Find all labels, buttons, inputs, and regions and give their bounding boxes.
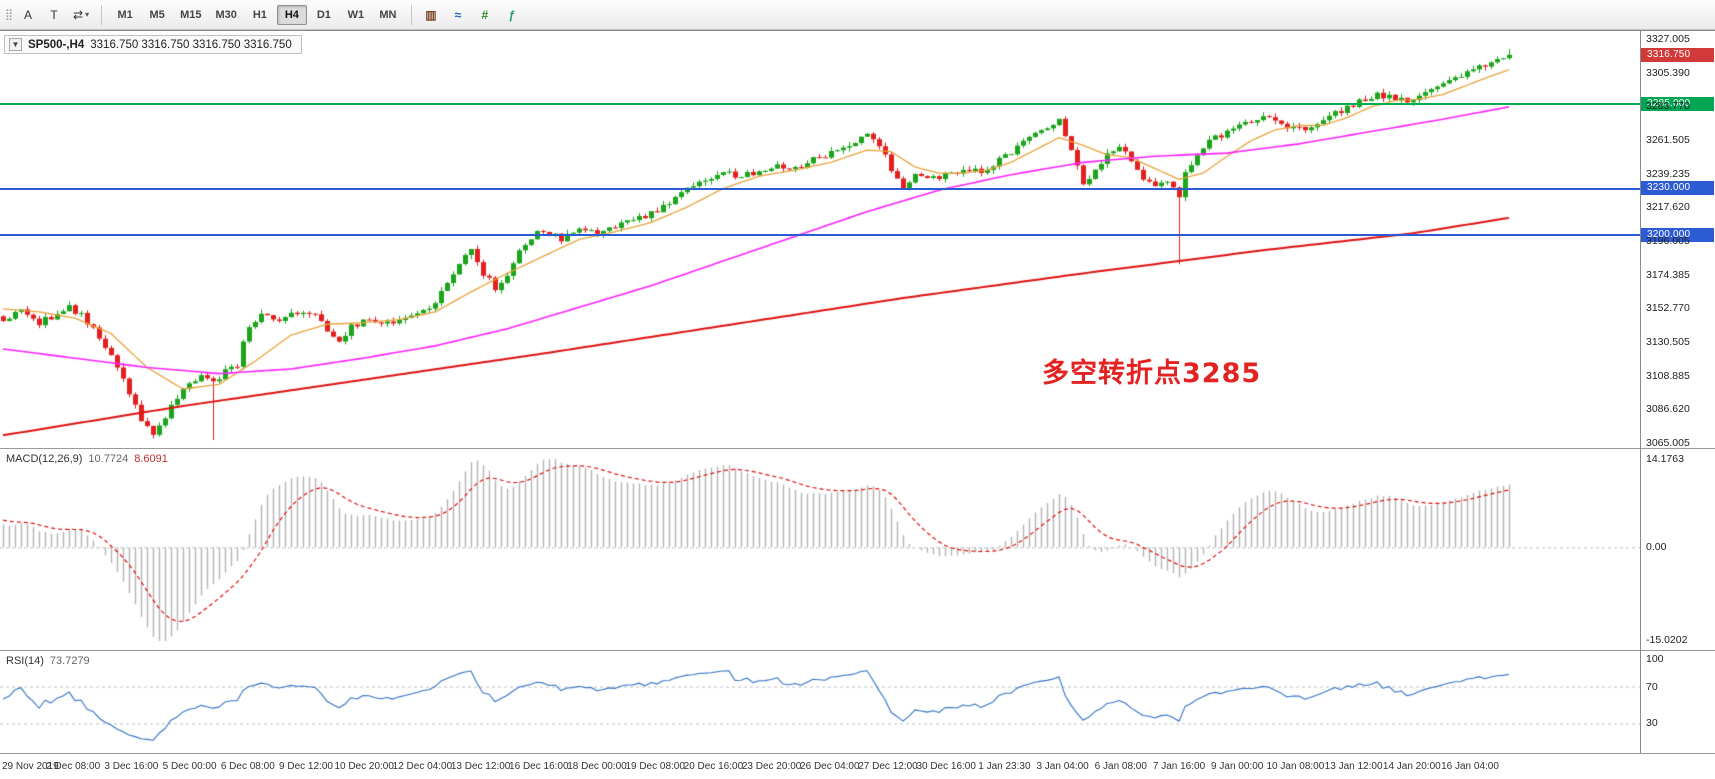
symbol-period-label: SP500-,H4 [28,38,85,51]
time-axis-label: 6 Dec 08:00 [220,761,275,772]
macd-value: 10.7724 [88,453,129,465]
chart-window: ▼ SP500-,H4 3316.750 3316.750 3316.750 3… [0,30,1715,779]
price-axis-label: 3217.620 [1646,201,1690,214]
price-chart-canvas[interactable] [0,31,1715,779]
macd-axis-bottom: -15.0202 [1646,634,1688,646]
price-axis-label: 3152.770 [1646,302,1690,315]
bar-chart-button[interactable]: ▥ [425,7,437,22]
panel-splitter-rsi[interactable] [0,650,1715,651]
timeframe-button-m1[interactable]: M1 [117,8,133,21]
timeframe-button-h4[interactable]: H4 [276,4,307,25]
time-axis-label: 10 Dec 20:00 [334,761,394,772]
one-click-trading-arrow[interactable]: ▼ [9,38,22,51]
price-tag-3200: 3200.000 [1641,228,1714,242]
time-axis-label: 23 Dec 20:00 [741,761,802,772]
time-axis-label: 10 Jan 08:00 [1266,761,1325,772]
time-axis-label: 16 Dec 16:00 [509,761,569,772]
time-axis-label: 3 Dec 16:00 [104,761,159,772]
time-axis-label: 2 Dec 08:00 [46,761,101,772]
price-axis-label: 3086.620 [1646,403,1690,416]
chart-title: ▼ SP500-,H4 3316.750 3316.750 3316.750 3… [4,35,302,54]
time-axis-label: 26 Dec 04:00 [800,761,860,772]
toolbar-separator [410,4,412,25]
time-axis-label: 13 Jan 12:00 [1324,761,1383,772]
price-axis-label: 3174.385 [1646,268,1690,281]
timeframe-button-mn[interactable]: MN [379,8,397,21]
time-axis-border [0,753,1715,754]
indicators-button[interactable]: ƒ [508,7,516,22]
time-axis-label: 13 Dec 12:00 [450,761,511,772]
price-axis-label: 3130.505 [1646,336,1690,348]
annotation-text: 多空转折点3285 [1042,358,1262,389]
dropdown-caret-icon: ▾ [85,10,90,19]
annotate-text-button[interactable]: A [23,7,32,22]
price-axis-label: 3261.505 [1646,134,1690,146]
rsi-axis-70: 70 [1646,681,1658,693]
timeframe-toolbar: M1 M5 M15 M30 H1 H4 D1 W1 MN [109,4,404,25]
time-axis-label: 7 Jan 16:00 [1152,761,1206,772]
time-axis-label: 12 Dec 04:00 [392,761,453,772]
price-axis-label: 3327.005 [1646,33,1690,45]
draw-tools-button[interactable]: ⇄ ▾ [73,7,90,22]
time-axis-label: 27 Dec 12:00 [858,761,918,772]
line-chart-button[interactable]: ≈ [454,7,462,22]
time-axis-label: 19 Dec 08:00 [625,761,685,772]
timeframe-button-h1[interactable]: H1 [252,8,267,21]
macd-label: MACD(12,26,9) 10.7724 8.6091 [6,453,168,465]
top-toolbar: ⣿ A T ⇄ ▾ M1 M5 M15 M30 H1 H4 D1 W1 MN ▥ ≈ # ƒ [0,0,1715,30]
toolbar-separator [101,4,103,25]
time-axis-label: 20 Dec 16:00 [683,761,744,772]
rsi-axis-100: 100 [1646,653,1664,665]
hline-3230[interactable] [0,188,1640,190]
timeframe-button-d1[interactable]: D1 [316,8,331,21]
hline-3200[interactable] [0,234,1640,236]
price-axis-border [1640,31,1641,753]
grid-toggle-button[interactable]: # [481,7,489,22]
time-axis-label: 1 Jan 23:30 [978,761,1031,772]
timeframe-button-m5[interactable]: M5 [149,8,165,21]
time-axis-label: 3 Jan 04:00 [1036,761,1089,772]
price-tag-current: 3316.750 [1641,48,1714,62]
time-axis-label: 14 Jan 20:00 [1382,761,1441,772]
price-axis-label: 3196.005 [1646,235,1690,247]
macd-axis-top: 14.1763 [1646,453,1684,465]
price-axis-label: 3239.235 [1646,167,1690,180]
time-axis-label: 6 Jan 08:00 [1094,761,1147,772]
time-axis-label: 30 Dec 16:00 [916,761,976,772]
type-tool-button[interactable]: T [50,7,58,22]
macd-name: MACD(12,26,9) [6,453,83,465]
price-axis-label: 3283.770 [1646,100,1690,113]
price-axis-label: 3065.005 [1646,437,1690,449]
rsi-axis-30: 30 [1646,717,1658,729]
time-axis-label: 9 Dec 12:00 [279,761,333,772]
timeframe-button-m15[interactable]: M15 [180,8,202,21]
price-axis-label: 3108.885 [1646,369,1690,382]
rsi-label: RSI(14) 73.7279 [6,655,90,667]
time-axis-label: 5 Dec 00:00 [162,761,217,772]
time-axis-label: 9 Jan 00:00 [1211,761,1264,772]
macd-signal-value: 8.6091 [134,453,168,465]
ohlc-quotes-label: 3316.750 3316.750 3316.750 3316.750 [90,38,292,51]
timeframe-button-w1[interactable]: W1 [347,8,365,21]
time-axis-label: 16 Jan 04:00 [1441,761,1499,772]
panel-splitter-macd[interactable] [0,448,1715,449]
toolbar-grip-icon[interactable]: ⣿ [4,8,14,21]
price-tag-3230: 3230.000 [1641,181,1714,195]
timeframe-button-m30[interactable]: M30 [215,8,237,21]
price-tag-3285: 3285.000 [1641,97,1714,111]
time-axis-label: 29 Nov 2019 [2,761,59,772]
macd-axis-zero: 0.00 [1646,541,1667,553]
rsi-name: RSI(14) [6,655,44,667]
time-axis-label: 18 Dec 00:00 [567,761,627,772]
rsi-value: 73.7279 [49,655,90,667]
hline-3285[interactable] [0,103,1640,105]
price-axis-label: 3305.390 [1646,66,1690,79]
